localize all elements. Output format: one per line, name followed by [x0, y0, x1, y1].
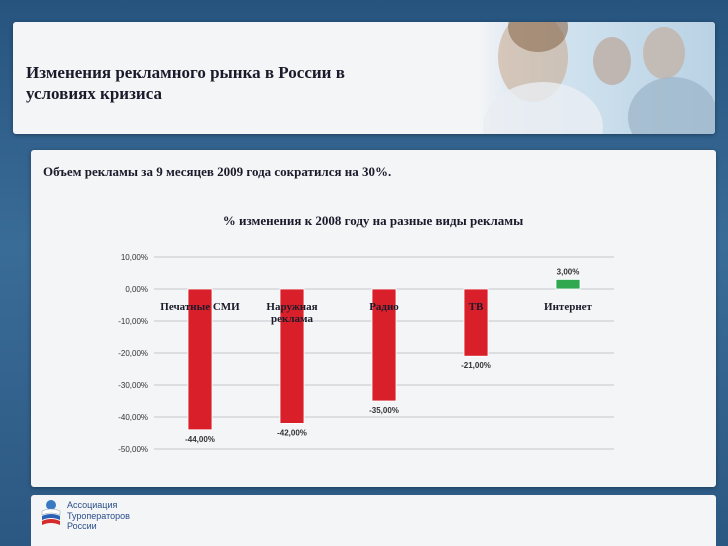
page-title-line-2: условиях кризиса: [26, 84, 162, 103]
data-label: -21,00%: [461, 361, 491, 370]
header-panel: Изменения рекламного рынка в России в ус…: [13, 22, 715, 134]
data-label: 3,00%: [557, 267, 580, 276]
category-label: Наружная: [266, 301, 317, 313]
bar-chart: % изменения к 2008 году на разные виды р…: [118, 213, 614, 454]
data-label: -35,00%: [369, 406, 399, 415]
category-label: Радио: [369, 301, 399, 313]
category-label: реклама: [271, 313, 313, 325]
footer-panel: Ассоциация Туроператоров России: [31, 495, 716, 546]
association-name: Ассоциация Туроператоров России: [67, 500, 130, 532]
association-logo-icon: [41, 500, 61, 525]
person-silhouette: [593, 37, 631, 85]
page-title-line-1: Изменения рекламного рынка в России в: [26, 63, 345, 82]
page-title: Изменения рекламного рынка в России в ус…: [26, 62, 426, 104]
y-tick-label: -50,00%: [118, 445, 148, 454]
person-silhouette: [628, 77, 715, 134]
y-tick-label: 10,00%: [121, 253, 148, 262]
main-panel: Объем рекламы за 9 месяцев 2009 года сок…: [31, 150, 716, 487]
chart-title: % изменения к 2008 году на разные виды р…: [223, 213, 524, 228]
y-tick-label: -30,00%: [118, 381, 148, 390]
shirt-silhouette: [483, 82, 603, 134]
category-label: Интернет: [544, 301, 593, 313]
category-label: Печатные СМИ: [160, 301, 240, 313]
bar: [187, 288, 213, 431]
bar: [371, 288, 397, 402]
bar: [279, 288, 305, 424]
y-tick-label: -10,00%: [118, 317, 148, 326]
subtitle: Объем рекламы за 9 месяцев 2009 года сок…: [43, 164, 392, 179]
y-tick-label: 0,00%: [125, 285, 148, 294]
bar: [463, 288, 489, 357]
person-silhouette: [643, 27, 685, 79]
category-label: ТВ: [469, 301, 484, 313]
y-tick-label: -40,00%: [118, 413, 148, 422]
data-label: -42,00%: [277, 428, 307, 437]
data-label: -44,00%: [185, 435, 215, 444]
association-name-line-3: России: [67, 521, 97, 531]
association-name-line-2: Туроператоров: [67, 510, 130, 521]
bar: [555, 278, 581, 290]
association-name-line-1: Ассоциация: [67, 500, 118, 510]
y-tick-label: -20,00%: [118, 349, 148, 358]
office-photo: [478, 22, 715, 134]
